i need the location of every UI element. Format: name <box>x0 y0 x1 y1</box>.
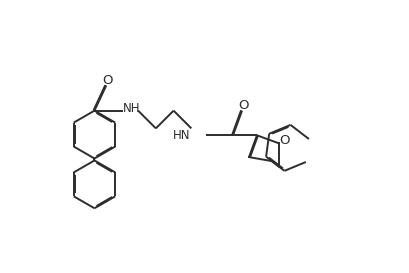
Text: O: O <box>102 74 112 87</box>
Text: NH: NH <box>123 102 141 115</box>
Text: HN: HN <box>173 129 191 142</box>
Text: O: O <box>280 134 290 147</box>
Text: O: O <box>238 99 248 112</box>
